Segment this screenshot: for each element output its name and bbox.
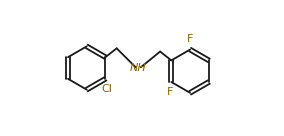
Text: F: F (166, 87, 173, 97)
Text: F: F (187, 34, 193, 44)
Text: Cl: Cl (101, 84, 112, 94)
Text: NH: NH (130, 63, 146, 73)
